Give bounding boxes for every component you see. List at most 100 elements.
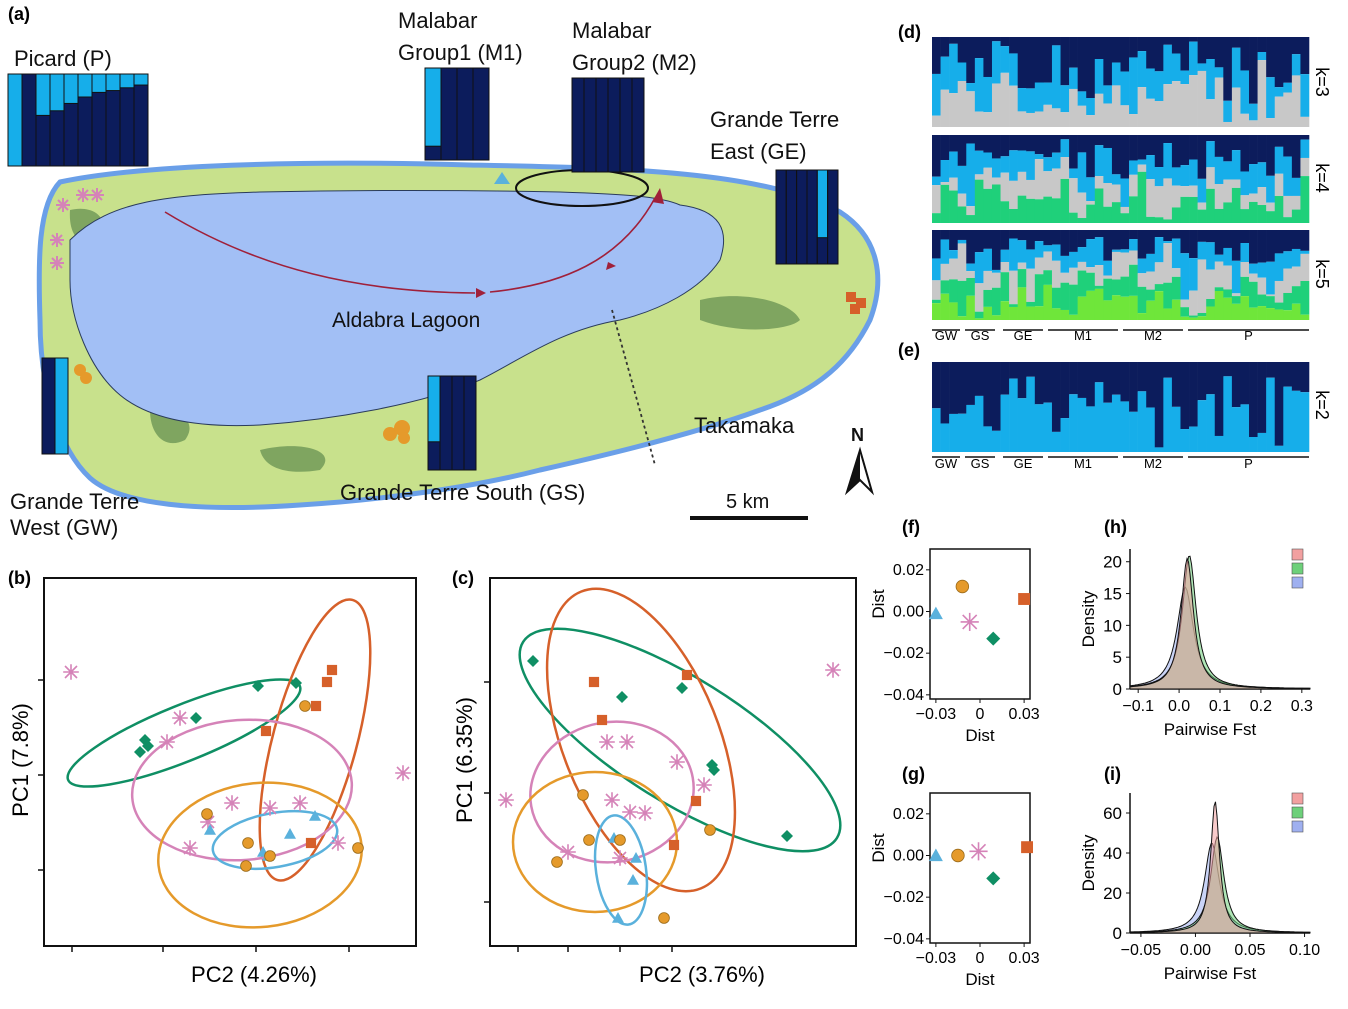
mini-bar-dark xyxy=(631,77,645,173)
admix-segment xyxy=(1077,192,1087,219)
admix-segment xyxy=(1300,135,1310,140)
admix-segment xyxy=(932,362,941,409)
admix-segment xyxy=(1111,135,1121,175)
mini-bar-dark xyxy=(456,67,474,161)
admix-segment xyxy=(1231,230,1241,261)
admix-segment xyxy=(991,83,1001,127)
admix-segment xyxy=(1111,362,1121,395)
admix-segment xyxy=(1094,382,1104,452)
admix-segment xyxy=(1231,293,1241,297)
point-p xyxy=(969,842,988,861)
admix-segment xyxy=(1291,230,1301,249)
point-ge xyxy=(690,795,702,807)
admix-segment xyxy=(949,302,959,320)
admix-segment xyxy=(1300,74,1310,117)
admix-segment xyxy=(1077,270,1087,297)
admix-segment xyxy=(1197,316,1207,320)
admix-segment xyxy=(1026,230,1036,250)
admix-segment xyxy=(1069,314,1078,320)
admix-segment xyxy=(1257,432,1267,452)
site-star xyxy=(50,233,64,247)
admix-segment xyxy=(1000,46,1010,73)
admix-segment xyxy=(1111,85,1121,127)
label-m1-line2: Group1 (M1) xyxy=(398,40,523,65)
admix-segment xyxy=(1180,70,1190,85)
x-tick-label: 0.03 xyxy=(1009,950,1040,967)
ellipse-ge xyxy=(258,598,372,882)
admix-segment xyxy=(1257,205,1267,223)
y-tick-label: 0.02 xyxy=(893,562,924,579)
admix-segment xyxy=(1274,173,1284,197)
admix-segment xyxy=(932,230,941,259)
admix-segment xyxy=(983,112,993,127)
admix-segment xyxy=(1240,171,1250,196)
panel-label-a: (a) xyxy=(8,4,30,24)
y-tick-label: 20 xyxy=(1103,884,1122,903)
admix-segment xyxy=(1129,174,1138,197)
admix-segment xyxy=(932,73,941,116)
admix-segment xyxy=(1274,87,1284,97)
admix-segment xyxy=(991,135,1001,159)
point-p xyxy=(604,792,620,808)
admix-segment xyxy=(1146,407,1156,452)
admix-segment xyxy=(1266,37,1276,78)
admix-segment xyxy=(957,193,967,207)
admix-segment xyxy=(940,280,950,294)
admix-segment xyxy=(1051,230,1061,245)
admix-segment xyxy=(1103,300,1113,320)
admix-segment xyxy=(1189,41,1198,76)
admix-segment xyxy=(1283,292,1293,311)
admix-segment xyxy=(1223,202,1233,223)
admix-segment xyxy=(1180,316,1190,320)
admix-segment xyxy=(1291,266,1301,287)
point-m2 xyxy=(616,691,628,703)
admix-segment xyxy=(1069,230,1078,252)
point-m1 xyxy=(309,810,321,821)
admix-segment xyxy=(1043,402,1053,452)
point-m2 xyxy=(986,631,1001,646)
admix-segment xyxy=(991,315,1001,320)
admix-segment xyxy=(1094,93,1104,127)
point-p xyxy=(560,844,576,860)
point-m2 xyxy=(986,871,1001,886)
admix-segment xyxy=(1137,87,1147,127)
admix-segment xyxy=(1214,287,1224,291)
admix-segment xyxy=(1111,174,1121,185)
admix-segment xyxy=(1051,135,1061,153)
admix-segment xyxy=(1009,208,1018,223)
admix-segment xyxy=(1240,362,1250,405)
admix-segment xyxy=(1120,178,1130,207)
admix-segment xyxy=(1017,240,1027,263)
site-square xyxy=(846,292,856,302)
admix-segment xyxy=(1283,362,1293,387)
admix-segment xyxy=(1171,230,1181,239)
admix-segment xyxy=(932,213,941,223)
admix-segment xyxy=(1026,112,1036,127)
point-m2 xyxy=(190,712,202,724)
admix-segment xyxy=(1171,276,1181,300)
point-ge xyxy=(321,676,333,688)
admix-segment xyxy=(1077,397,1087,452)
admix-segment xyxy=(1120,206,1130,214)
admix-segment xyxy=(1120,296,1130,320)
admix-segment xyxy=(1043,82,1053,105)
admix-segment xyxy=(1043,230,1053,246)
pca-b-frame xyxy=(43,577,417,947)
admix-segment xyxy=(1154,447,1164,452)
admix-segment xyxy=(1231,150,1241,180)
mini-bar-dark xyxy=(806,169,818,265)
admix-segment xyxy=(1163,37,1173,45)
admix-segment xyxy=(1129,160,1138,175)
admix-segment xyxy=(991,272,1001,288)
admix-segment xyxy=(1026,376,1036,452)
admix-segment xyxy=(1034,362,1044,405)
x-tick-label: −0.03 xyxy=(916,706,957,723)
admix-segment xyxy=(1009,85,1018,127)
admix-segment xyxy=(1274,309,1284,320)
admix-segment xyxy=(1051,260,1061,288)
admix-segment xyxy=(1197,209,1207,223)
admix-segment xyxy=(974,283,984,312)
admix-segment xyxy=(1163,362,1173,378)
admix-segment xyxy=(966,404,976,452)
admix-segment xyxy=(1017,195,1027,223)
